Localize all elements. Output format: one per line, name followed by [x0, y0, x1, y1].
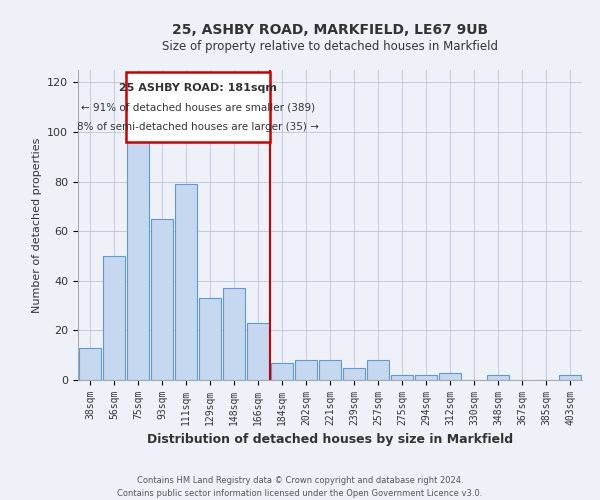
- Bar: [439, 372, 461, 380]
- Bar: [271, 362, 293, 380]
- Text: Contains HM Land Registry data © Crown copyright and database right 2024.
Contai: Contains HM Land Registry data © Crown c…: [118, 476, 482, 498]
- Bar: [391, 375, 413, 380]
- Text: 25, ASHBY ROAD, MARKFIELD, LE67 9UB: 25, ASHBY ROAD, MARKFIELD, LE67 9UB: [172, 22, 488, 36]
- Bar: [487, 375, 509, 380]
- Bar: [127, 140, 149, 380]
- Text: 8% of semi-detached houses are larger (35) →: 8% of semi-detached houses are larger (3…: [77, 122, 319, 132]
- Bar: [247, 323, 269, 380]
- Bar: [319, 360, 341, 380]
- Bar: [151, 219, 173, 380]
- Bar: [223, 288, 245, 380]
- Bar: [295, 360, 317, 380]
- Text: 25 ASHBY ROAD: 181sqm: 25 ASHBY ROAD: 181sqm: [119, 83, 277, 93]
- Bar: [199, 298, 221, 380]
- Bar: [559, 375, 581, 380]
- Bar: [415, 375, 437, 380]
- X-axis label: Distribution of detached houses by size in Markfield: Distribution of detached houses by size …: [147, 434, 513, 446]
- Bar: [367, 360, 389, 380]
- FancyBboxPatch shape: [126, 72, 270, 142]
- Text: Size of property relative to detached houses in Markfield: Size of property relative to detached ho…: [162, 40, 498, 53]
- Bar: [343, 368, 365, 380]
- Bar: [79, 348, 101, 380]
- Y-axis label: Number of detached properties: Number of detached properties: [32, 138, 41, 312]
- Bar: [103, 256, 125, 380]
- Text: ← 91% of detached houses are smaller (389): ← 91% of detached houses are smaller (38…: [81, 102, 315, 112]
- Bar: [175, 184, 197, 380]
